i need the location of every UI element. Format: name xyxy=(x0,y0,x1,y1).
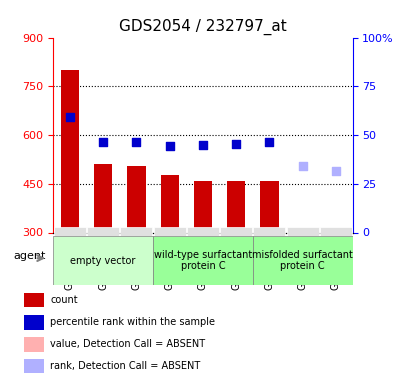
Point xyxy=(100,138,106,144)
FancyBboxPatch shape xyxy=(187,227,218,236)
FancyBboxPatch shape xyxy=(153,236,252,285)
FancyBboxPatch shape xyxy=(252,236,352,285)
Point xyxy=(166,143,173,149)
FancyBboxPatch shape xyxy=(153,227,185,236)
Bar xyxy=(61,70,79,232)
FancyBboxPatch shape xyxy=(53,236,153,285)
FancyBboxPatch shape xyxy=(286,227,318,236)
Text: percentile rank within the sample: percentile rank within the sample xyxy=(50,317,214,327)
Bar xyxy=(227,180,245,232)
Point xyxy=(332,168,338,174)
Text: misfolded surfactant
protein C: misfolded surfactant protein C xyxy=(252,250,352,272)
Point xyxy=(133,139,139,145)
FancyBboxPatch shape xyxy=(220,227,252,236)
Text: agent: agent xyxy=(13,251,45,261)
Point xyxy=(67,114,73,120)
Text: wild-type surfactant
protein C: wild-type surfactant protein C xyxy=(153,250,252,272)
Bar xyxy=(24,358,45,374)
Bar xyxy=(193,180,211,232)
Title: GDS2054 / 232797_at: GDS2054 / 232797_at xyxy=(119,18,286,35)
Text: empty vector: empty vector xyxy=(70,256,135,266)
Bar xyxy=(260,180,278,232)
Bar xyxy=(24,315,45,330)
Text: count: count xyxy=(50,295,77,305)
Bar xyxy=(160,175,178,232)
FancyBboxPatch shape xyxy=(87,227,119,236)
FancyBboxPatch shape xyxy=(253,227,285,236)
Text: value, Detection Call = ABSENT: value, Detection Call = ABSENT xyxy=(50,339,204,350)
Text: rank, Detection Call = ABSENT: rank, Detection Call = ABSENT xyxy=(50,361,200,371)
Point xyxy=(299,163,305,169)
Bar xyxy=(24,292,45,308)
Bar xyxy=(24,337,45,352)
Bar xyxy=(94,164,112,232)
FancyBboxPatch shape xyxy=(319,227,351,236)
Point xyxy=(265,139,272,145)
Point xyxy=(232,141,239,147)
Bar xyxy=(293,228,311,232)
FancyBboxPatch shape xyxy=(54,227,85,236)
Bar xyxy=(127,166,145,232)
FancyBboxPatch shape xyxy=(120,227,152,236)
Point xyxy=(199,142,206,148)
